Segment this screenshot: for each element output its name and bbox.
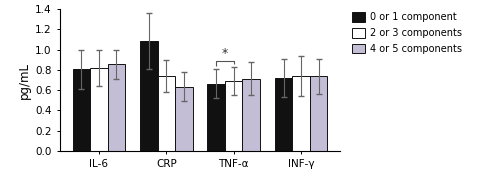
Bar bbox=[108, 64, 126, 151]
Bar bbox=[72, 69, 90, 151]
Bar bbox=[90, 68, 108, 151]
Bar bbox=[292, 76, 310, 151]
Bar bbox=[225, 81, 242, 151]
Legend: 0 or 1 component, 2 or 3 components, 4 or 5 components: 0 or 1 component, 2 or 3 components, 4 o… bbox=[350, 10, 464, 56]
Bar bbox=[310, 77, 328, 151]
Bar bbox=[274, 78, 292, 151]
Bar bbox=[175, 87, 192, 151]
Bar bbox=[158, 76, 175, 151]
Bar bbox=[242, 79, 260, 151]
Text: *: * bbox=[222, 47, 228, 60]
Y-axis label: pg/mL: pg/mL bbox=[18, 61, 31, 99]
Bar bbox=[140, 41, 158, 151]
Bar bbox=[208, 84, 225, 151]
